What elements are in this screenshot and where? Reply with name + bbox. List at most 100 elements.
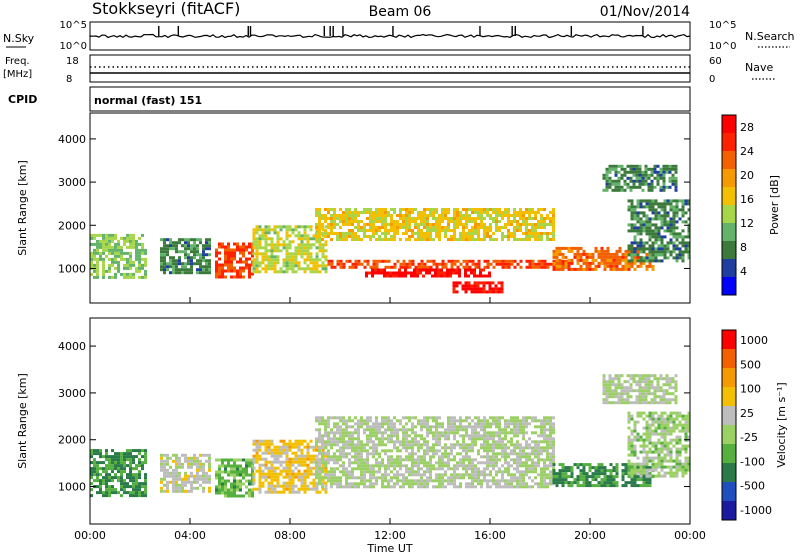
power-band <box>252 225 328 274</box>
velocity-x-tick-label: 00:00 <box>74 529 106 542</box>
velocity-band <box>602 374 678 405</box>
power-colorbar-segment <box>722 259 736 277</box>
velocity-y-tick-label: 1000 <box>58 481 86 494</box>
power-colorbar-tick-label: 24 <box>740 145 754 158</box>
noise-left-tick-bottom: 10^0 <box>60 41 87 52</box>
velocity-colorbar <box>722 330 736 520</box>
velocity-band <box>90 449 147 498</box>
power-colorbar-segment <box>722 133 736 151</box>
power-colorbar-segment <box>722 115 736 133</box>
power-colorbar-segment <box>722 223 736 241</box>
velocity-colorbar-segment <box>722 463 736 482</box>
noise-right-tick-top: 10^5 <box>709 20 736 31</box>
freq-panel-frame <box>89 54 691 83</box>
velocity-colorbar-label: Velocity [m s⁻¹] <box>775 382 788 467</box>
velocity-x-tick-label: 00:00 <box>674 529 706 542</box>
noise-right-label: N.Search <box>745 30 795 43</box>
freq-right-label: Nave <box>745 61 773 74</box>
power-y-tick-label: 1000 <box>58 262 86 275</box>
velocity-colorbar-segment <box>722 501 736 520</box>
time-axis-label: Time UT <box>366 542 412 554</box>
power-band <box>90 233 147 279</box>
velocity-colorbar-segment <box>722 330 736 349</box>
velocity-band <box>215 458 254 498</box>
power-colorbar-segment <box>722 169 736 187</box>
velocity-band <box>315 416 555 489</box>
noise-left-tick-top: 10^5 <box>60 20 87 31</box>
velocity-band <box>160 453 211 493</box>
power-band <box>327 259 568 269</box>
velocity-colorbar-tick-label: -500 <box>740 480 765 493</box>
power-colorbar-tick-label: 20 <box>740 169 754 182</box>
power-band <box>627 199 691 263</box>
power-colorbar-tick-label: 8 <box>740 241 747 254</box>
power-y-axis-label: Slant Range [km] <box>16 160 29 256</box>
power-band <box>452 281 504 294</box>
beam-title: Beam 06 <box>369 4 432 20</box>
velocity-bands <box>90 374 691 498</box>
velocity-colorbar-segment <box>722 349 736 368</box>
velocity-colorbar-segment <box>722 387 736 406</box>
velocity-colorbar-ticks: 1000 500 100 25 -25 -100 -500 -1000 <box>740 334 772 517</box>
noise-sky-line <box>89 33 691 39</box>
velocity-colorbar-segment <box>722 368 736 387</box>
power-band <box>602 164 678 192</box>
velocity-y-axis-label: Slant Range [km] <box>16 373 29 469</box>
power-band <box>160 238 211 275</box>
velocity-colorbar-tick-label: 1000 <box>740 334 768 347</box>
date-title: 01/Nov/2014 <box>600 4 690 20</box>
velocity-colorbar-segment <box>722 482 736 501</box>
freq-left-tick-top: 18 <box>66 56 79 67</box>
velocity-colorbar-tick-label: -25 <box>740 431 758 444</box>
cpid-program: normal (fast) 151 <box>94 94 202 107</box>
power-colorbar-tick-label: 4 <box>740 265 747 278</box>
power-y-tick-label: 2000 <box>58 219 86 232</box>
power-colorbar-ticks: 4 8 12 16 20 24 28 <box>740 121 754 278</box>
velocity-colorbar-segment <box>722 444 736 463</box>
velocity-y-tick-label: 4000 <box>58 340 86 353</box>
velocity-y-tick-label: 3000 <box>58 387 86 400</box>
power-colorbar-tick-label: 12 <box>740 217 754 230</box>
power-y-tick-label: 3000 <box>58 176 86 189</box>
velocity-colorbar-frame <box>721 329 737 521</box>
velocity-x-tick-label: 12:00 <box>374 529 406 542</box>
velocity-colorbar-segment <box>722 406 736 425</box>
noise-left-label: N.Sky <box>3 32 35 45</box>
power-x-ticks <box>89 297 691 303</box>
power-y-ticks: 1000 2000 3000 4000 <box>58 133 690 275</box>
power-band <box>315 208 555 241</box>
velocity-x-tick-label: 04:00 <box>174 529 206 542</box>
velocity-colorbar-tick-label: 100 <box>740 383 761 396</box>
power-bands <box>90 164 691 294</box>
cpid-panel-frame <box>89 86 691 112</box>
noise-trace <box>89 26 691 39</box>
freq-left-unit: [MHz] <box>3 69 32 80</box>
velocity-colorbar-tick-label: -1000 <box>740 504 772 517</box>
power-band <box>552 246 655 271</box>
velocity-colorbar-segment <box>722 425 736 444</box>
power-colorbar-segment <box>722 277 736 295</box>
power-band <box>365 268 491 278</box>
power-colorbar-segment <box>722 151 736 169</box>
power-y-tick-label: 4000 <box>58 133 86 146</box>
power-colorbar <box>722 115 736 295</box>
freq-left-tick-bottom: 8 <box>66 74 72 85</box>
power-band <box>215 242 254 279</box>
velocity-colorbar-tick-label: -100 <box>740 455 765 468</box>
velocity-x-ticks: 00:00 04:00 08:00 12:00 16:00 20:00 00:00 <box>74 518 706 542</box>
velocity-x-tick-label: 08:00 <box>274 529 306 542</box>
freq-left-label: Freq. <box>5 56 30 67</box>
power-colorbar-segment <box>722 187 736 205</box>
velocity-x-tick-label: 16:00 <box>474 529 506 542</box>
freq-right-tick-top: 60 <box>709 56 722 67</box>
velocity-y-ticks: 1000 2000 3000 4000 <box>58 340 690 494</box>
freq-right-tick-bottom: 0 <box>709 74 715 85</box>
noise-right-tick-bottom: 10^0 <box>709 41 736 52</box>
station-title: Stokkseyri (fitACF) <box>92 0 240 18</box>
power-colorbar-segment <box>722 205 736 223</box>
power-colorbar-segment <box>722 241 736 259</box>
power-colorbar-tick-label: 16 <box>740 193 754 206</box>
power-colorbar-tick-label: 28 <box>740 121 754 134</box>
velocity-colorbar-tick-label: 500 <box>740 358 761 371</box>
